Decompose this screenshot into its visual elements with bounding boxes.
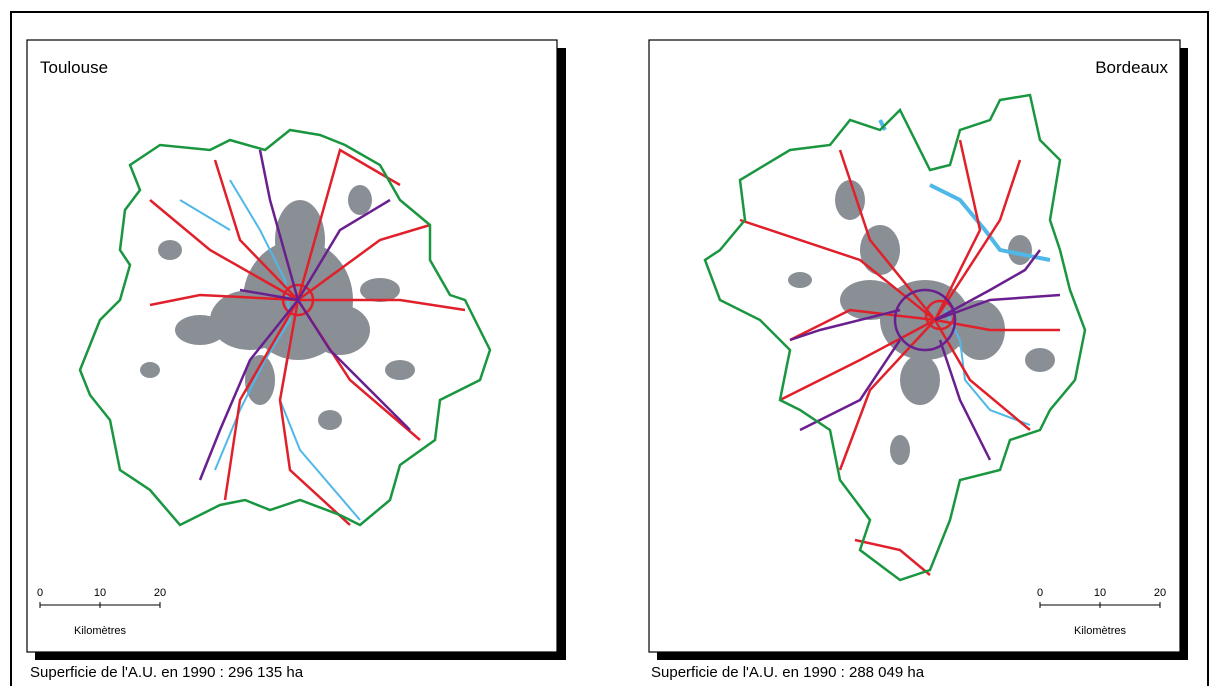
map-shape [385, 360, 415, 380]
figure: Toulouse 0 10 20 Kilomètres Superficie d… [0, 0, 1210, 686]
caption: Superficie de l'A.U. en 1990 : 296 135 h… [30, 664, 304, 681]
map-shape [1008, 235, 1032, 265]
map-shape [175, 315, 225, 345]
map-shape [860, 225, 900, 275]
map-title: Bordeaux [1095, 58, 1168, 77]
map-shape [788, 272, 812, 288]
page: {"maps": [ {"title": "Toulouse", "scale"… [0, 0, 1210, 686]
scale-unit: Kilomètres [1074, 625, 1126, 637]
map-shape [140, 362, 160, 378]
map-shape [1025, 348, 1055, 372]
map-panel: Bordeaux 0 10 20 Kilomètres Superficie d… [649, 40, 1188, 681]
map-shape [890, 435, 910, 465]
map-panel: Toulouse 0 10 20 Kilomètres Superficie d… [27, 40, 566, 681]
scale-tick: 20 [1154, 587, 1166, 599]
map-shape [310, 305, 370, 355]
scale-unit: Kilomètres [74, 625, 126, 637]
scale-tick: 0 [1037, 587, 1043, 599]
scale-tick: 0 [37, 587, 43, 599]
scale-tick: 10 [94, 587, 106, 599]
map-shape [900, 355, 940, 405]
scale-tick: 10 [1094, 587, 1106, 599]
caption: Superficie de l'A.U. en 1990 : 288 049 h… [651, 664, 925, 681]
scale-tick: 20 [154, 587, 166, 599]
map-title: Toulouse [40, 58, 108, 77]
map-shape [360, 278, 400, 302]
map-shape [318, 410, 342, 430]
map-shape [348, 185, 372, 215]
map-shape [158, 240, 182, 260]
